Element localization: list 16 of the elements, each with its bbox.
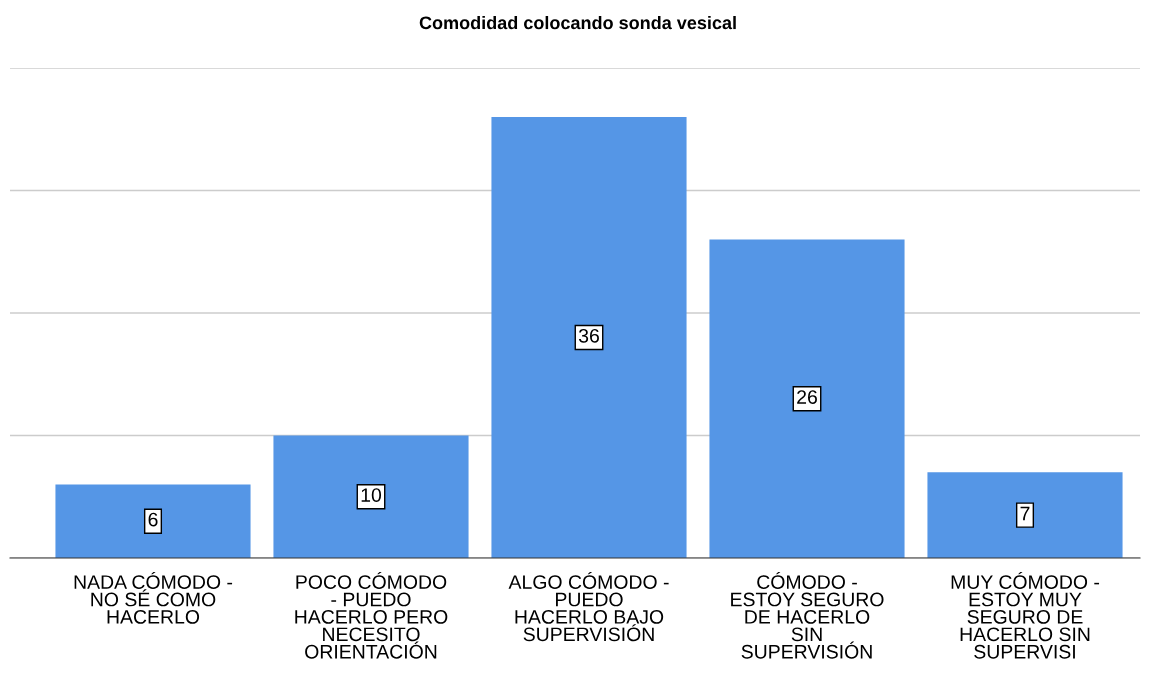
x-tick-label: ALGO CÓMODO - PUEDO HACERLO BAJO SUPERVISIÓN bbox=[508, 571, 669, 642]
x-tick-label: CÓMODO - ESTOY SEGURO DE HACERLO SIN SUPERVISIÓN bbox=[731, 571, 884, 659]
data-label: 36 bbox=[578, 328, 599, 343]
bar bbox=[273, 435, 469, 558]
bar bbox=[709, 239, 905, 558]
data-label: 6 bbox=[148, 512, 158, 527]
chart-title: Comodidad colocando sonda vesical bbox=[419, 15, 736, 30]
x-tick-label: POCO CÓMODO - PUEDO HACERLO PERO NECESITO ORIENTACIÓN bbox=[295, 571, 448, 659]
data-label: 26 bbox=[797, 390, 817, 404]
data-label: 10 bbox=[361, 488, 382, 502]
bar bbox=[491, 117, 687, 558]
bar bbox=[55, 484, 251, 558]
data-label: 7 bbox=[1020, 506, 1030, 521]
bar bbox=[927, 472, 1123, 558]
x-tick-label: NADA CÓMODO - NO SÉ COMO HACERLO bbox=[74, 571, 233, 624]
x-tick-label: MUY CÓMODO - ESTOY MUY SEGURO DE HACERLO SIN SUPERVISI bbox=[951, 571, 1100, 659]
